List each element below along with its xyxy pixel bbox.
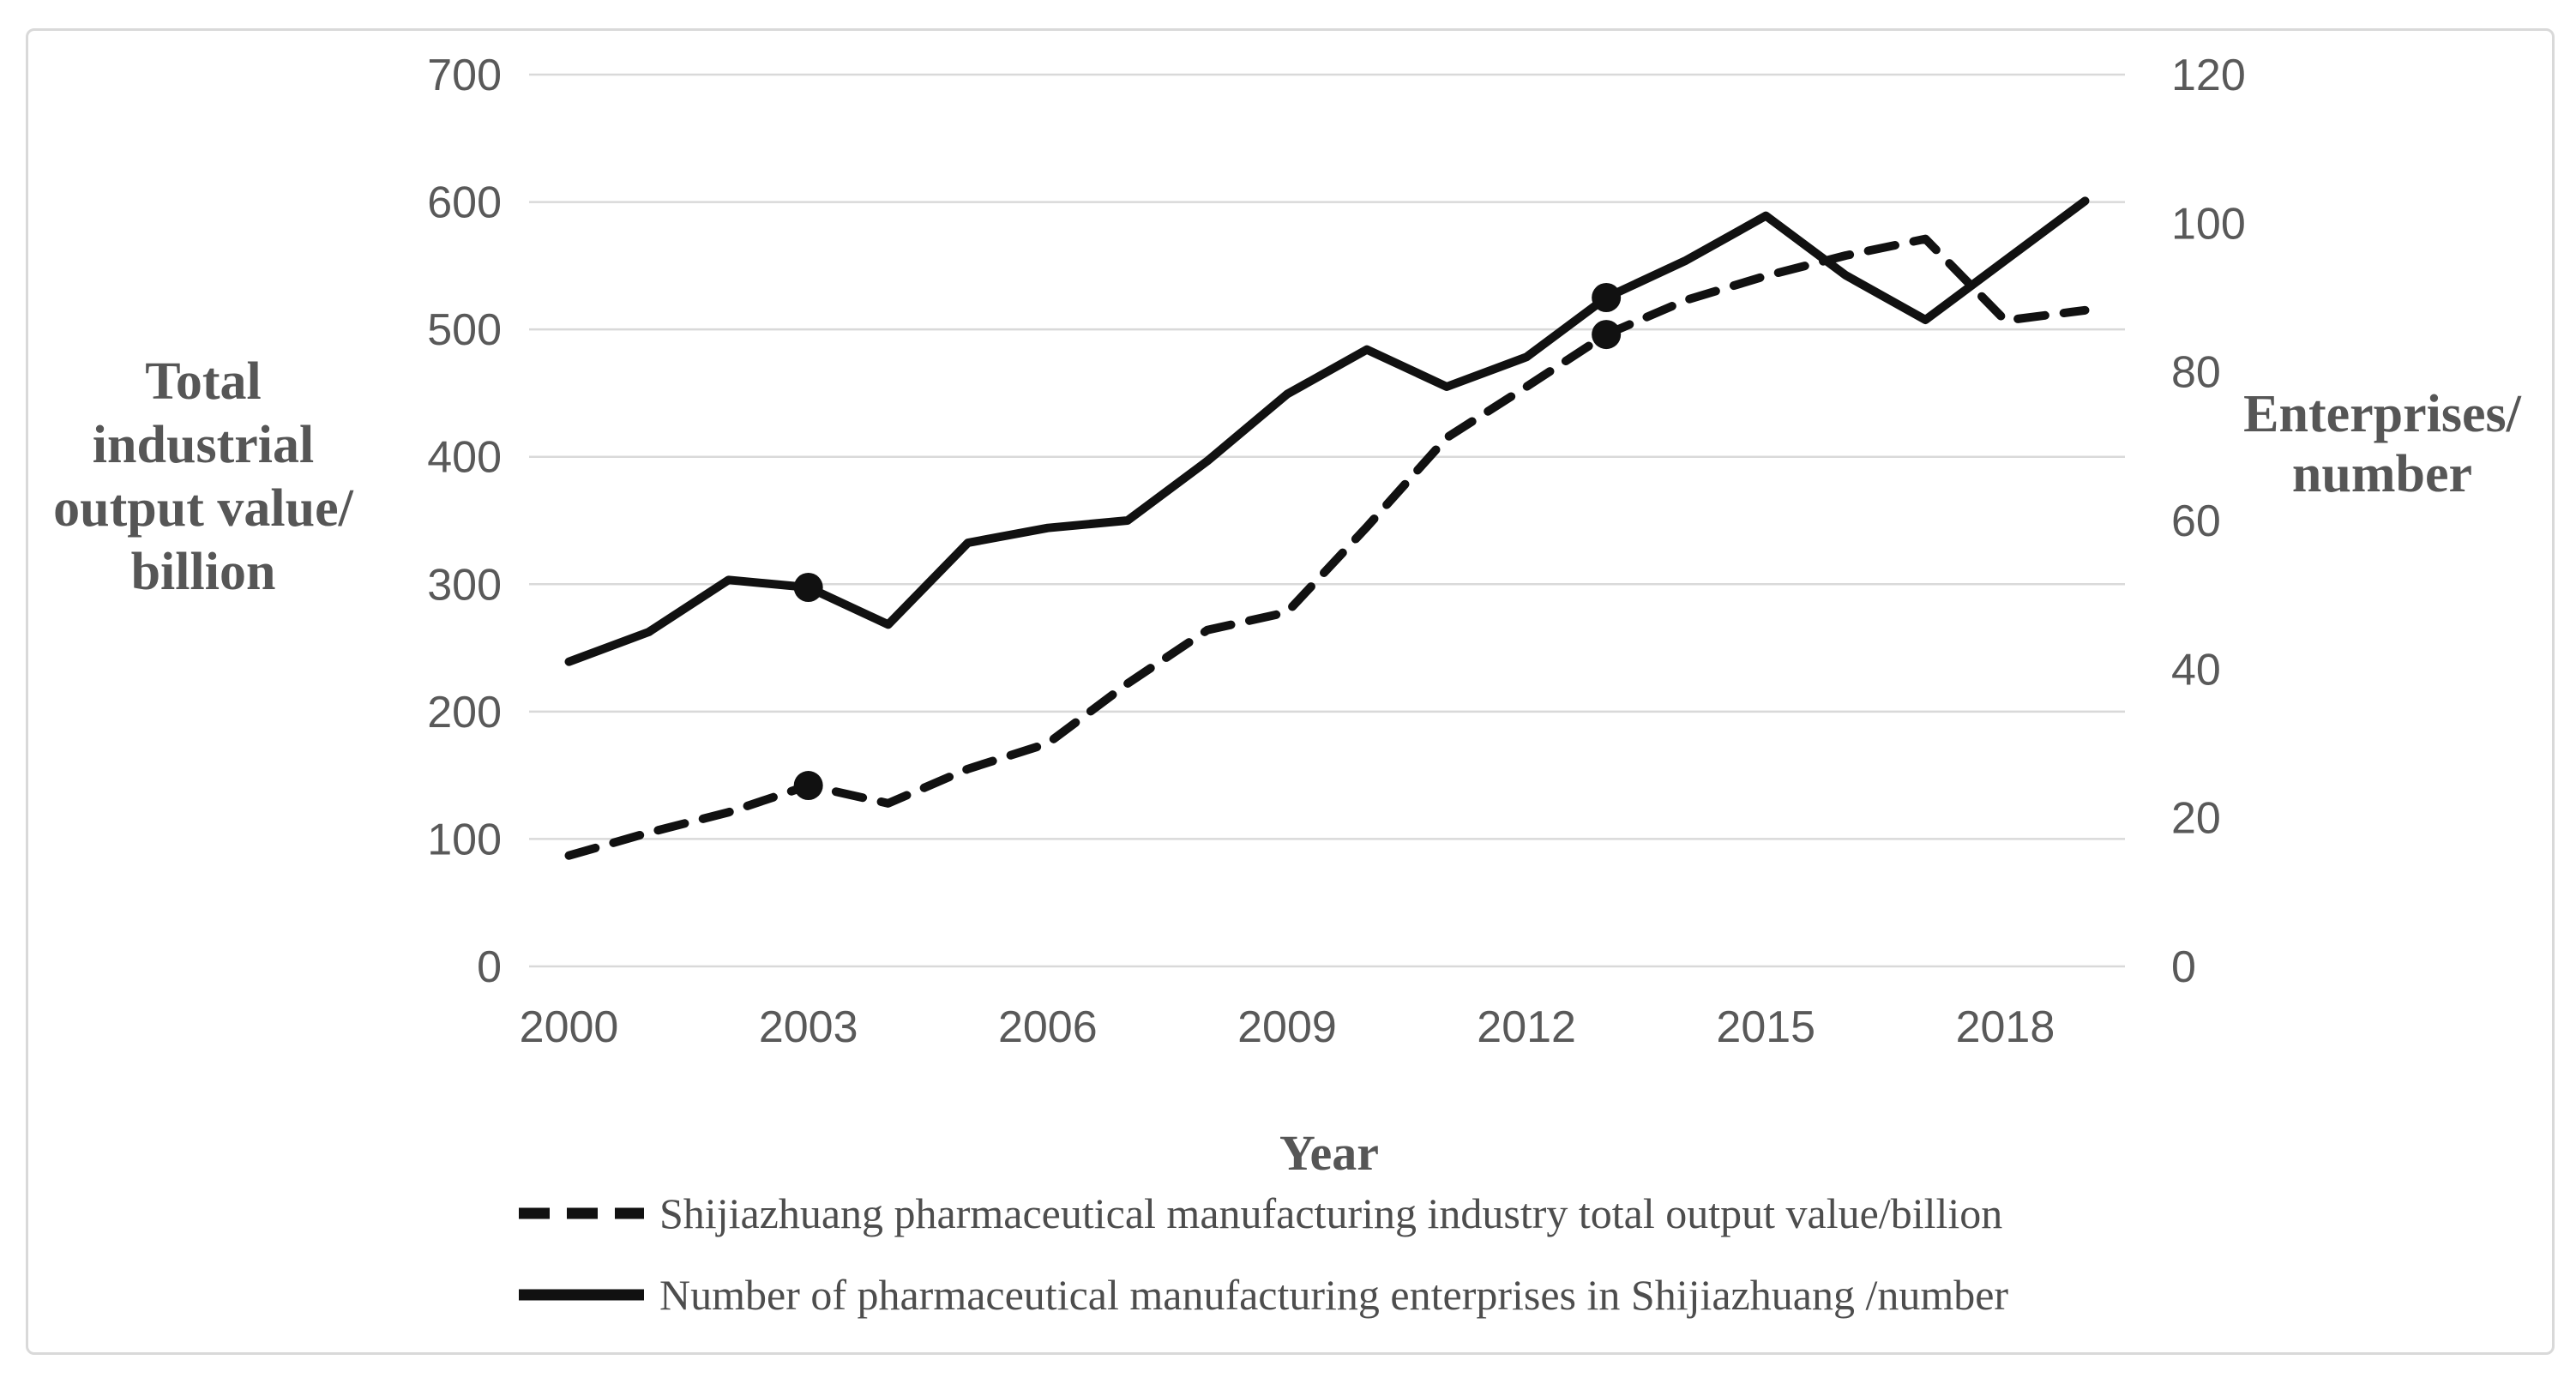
right-axis-tick-label: 120 <box>2171 51 2246 100</box>
series-line-solid <box>564 196 2090 666</box>
x-axis-tick-label: 2015 <box>1716 1002 1815 1052</box>
data-marker-2003-solid <box>793 573 823 602</box>
x-axis-tick-label: 2000 <box>520 1002 619 1052</box>
left-axis-tick-label: 600 <box>427 178 502 228</box>
right-axis-tick-label: 20 <box>2171 794 2221 844</box>
right-axis-tick-label: 0 <box>2171 942 2196 992</box>
x-axis-tick-label: 2012 <box>1477 1002 1576 1052</box>
dashed-line-sample-icon <box>519 1207 644 1219</box>
left-axis-tick-label: 500 <box>427 305 502 355</box>
right-axis-tick-label: 100 <box>2171 199 2246 249</box>
x-axis-tick-label: 2006 <box>998 1002 1098 1052</box>
left-axis-tick-label: 400 <box>427 433 502 483</box>
left-axis-tick-label: 0 <box>477 942 502 992</box>
legend-item-enterprises: Number of pharmaceutical manufacturing e… <box>517 1267 2232 1322</box>
left-axis-tick-label: 200 <box>427 688 502 737</box>
legend-label-enterprises: Number of pharmaceutical manufacturing e… <box>659 1271 2009 1319</box>
right-axis-tick-label: 60 <box>2171 496 2221 546</box>
figure-border <box>26 28 2555 1355</box>
right-axis-title: Enterprises/ number <box>2228 384 2537 504</box>
left-axis-title: Total industrial output value/ billion <box>32 350 375 604</box>
legend-item-output-value: Shijiazhuang pharmaceutical manufacturin… <box>517 1186 2232 1241</box>
x-axis-tick-label: 2009 <box>1237 1002 1337 1052</box>
chart-legend: Shijiazhuang pharmaceutical manufacturin… <box>517 1186 2232 1349</box>
series-line-dashed <box>564 234 2090 860</box>
data-marker-2013-solid <box>1592 283 1622 312</box>
data-marker-2003-dashed <box>793 771 823 801</box>
x-axis-title: Year <box>1279 1125 1379 1181</box>
data-marker-2013-dashed <box>1592 320 1622 350</box>
left-axis-title-line1: Total industrial <box>92 352 315 474</box>
left-axis-tick-label: 300 <box>427 560 502 610</box>
left-axis-tick-label: 100 <box>427 815 502 864</box>
right-axis-tick-label: 80 <box>2171 348 2221 398</box>
left-axis-tick-label: 700 <box>427 51 502 100</box>
right-axis-title-line2: number <box>2291 445 2473 503</box>
x-axis-tick-label: 2003 <box>759 1002 858 1052</box>
left-axis-title-line3: billion <box>130 543 276 601</box>
x-axis-tick-label: 2018 <box>1956 1002 2055 1052</box>
right-axis-title-line1: Enterprises/ <box>2243 385 2521 443</box>
solid-line-sample-icon <box>519 1289 644 1301</box>
left-axis-title-line2: output value/ <box>53 479 353 538</box>
legend-label-output-value: Shijiazhuang pharmaceutical manufacturin… <box>659 1189 2003 1237</box>
right-axis-tick-label: 40 <box>2171 645 2221 695</box>
